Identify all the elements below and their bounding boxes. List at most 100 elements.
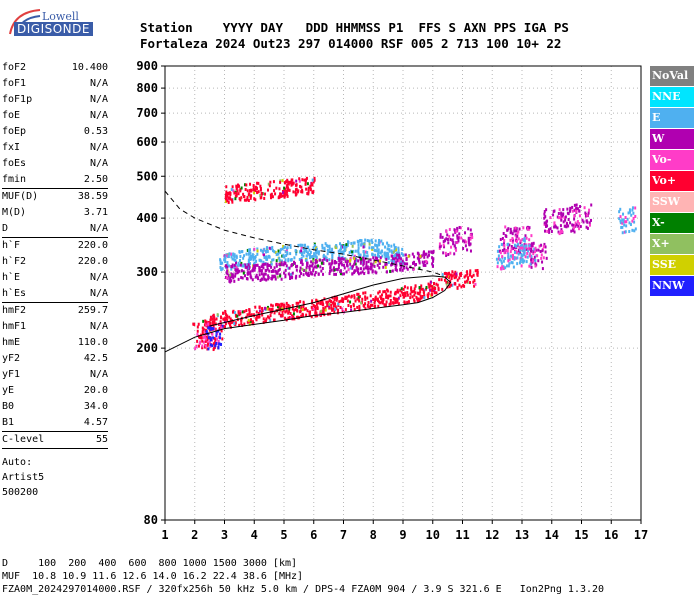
echo-point xyxy=(294,276,297,280)
echo-point xyxy=(315,251,318,255)
echo-point xyxy=(518,227,521,231)
x-tick-label: 11 xyxy=(455,528,469,542)
echo-point xyxy=(346,264,349,268)
echo-point xyxy=(526,255,529,259)
echo-point xyxy=(210,338,213,342)
echo-point xyxy=(351,266,354,270)
echo-point xyxy=(326,302,329,306)
echo-point xyxy=(283,305,286,309)
echo-point xyxy=(339,242,342,246)
legend-item: SSE xyxy=(650,255,694,276)
echo-point xyxy=(271,274,274,278)
echo-point xyxy=(417,252,420,256)
echo-point xyxy=(544,245,547,249)
echo-point xyxy=(299,309,302,313)
echo-point xyxy=(246,197,249,201)
echo-point xyxy=(621,225,624,229)
echo-point xyxy=(314,254,317,258)
echo-point xyxy=(265,278,268,282)
echo-point xyxy=(467,276,470,280)
echo-point xyxy=(445,282,448,286)
echo-point xyxy=(241,310,244,314)
echo-point xyxy=(341,298,344,302)
echo-point xyxy=(523,251,526,255)
echo-point xyxy=(453,244,456,248)
echo-point xyxy=(543,210,546,214)
echo-point xyxy=(558,232,561,236)
echo-point xyxy=(390,250,393,254)
echo-point xyxy=(371,303,374,307)
echo-point xyxy=(504,234,507,238)
parameter-list: foF2 10.400 foF1 N/A foF1p N/A foE N/A foEp 0.53 f… xyxy=(2,60,108,449)
echo-point xyxy=(564,218,567,222)
parameter-value: 0.53 xyxy=(83,126,108,137)
echo-point xyxy=(511,238,514,242)
parameter-value: N/A xyxy=(89,142,108,153)
echo-point xyxy=(300,245,303,249)
echo-point xyxy=(409,292,412,296)
echo-point xyxy=(282,303,285,307)
echo-point xyxy=(247,261,250,265)
echo-point xyxy=(296,308,299,312)
echo-point xyxy=(302,302,305,306)
echo-point xyxy=(619,219,622,223)
echo-point xyxy=(249,318,252,322)
parameter-name: fmin xyxy=(2,174,27,185)
echo-point xyxy=(307,271,310,275)
parameter-name: yF2 xyxy=(2,353,21,364)
x-tick-label: 3 xyxy=(221,528,228,542)
echo-point xyxy=(419,294,422,298)
echo-point xyxy=(331,296,334,300)
echo-point xyxy=(203,323,206,327)
echo-point xyxy=(419,290,422,294)
echo-point xyxy=(260,191,263,195)
echo-point xyxy=(297,243,300,247)
echo-point xyxy=(500,243,503,247)
echo-point xyxy=(366,254,369,258)
echo-point xyxy=(385,257,388,261)
echo-point xyxy=(269,263,272,267)
echo-point xyxy=(573,208,576,212)
echo-point xyxy=(231,273,234,277)
echo-point xyxy=(337,256,340,260)
echo-point xyxy=(394,301,397,305)
echo-point xyxy=(382,290,385,294)
echo-point xyxy=(416,256,419,260)
echo-point xyxy=(474,269,477,273)
echo-point xyxy=(400,260,403,264)
parameter-name: h`F2 xyxy=(2,256,27,267)
echo-point xyxy=(345,296,348,300)
echo-point xyxy=(295,179,298,183)
echo-point xyxy=(351,272,354,276)
echo-point xyxy=(430,292,433,296)
parameter-value: 110.0 xyxy=(77,337,108,348)
echo-point xyxy=(369,305,372,309)
echo-point xyxy=(371,247,374,251)
echo-point xyxy=(283,246,286,250)
echo-point xyxy=(257,190,260,194)
echo-point xyxy=(586,226,589,230)
echo-point xyxy=(443,239,446,243)
echo-point xyxy=(219,265,222,269)
echo-point xyxy=(313,252,316,256)
parameter-row: hmF1 N/A xyxy=(2,319,108,335)
echo-point xyxy=(502,267,505,271)
echo-point xyxy=(231,320,234,324)
echo-point xyxy=(306,309,309,313)
echo-point xyxy=(409,296,412,300)
echo-point xyxy=(257,311,260,315)
echo-point xyxy=(400,290,403,294)
echo-point xyxy=(233,279,236,283)
echo-point xyxy=(445,280,448,284)
echo-point xyxy=(392,254,395,258)
echo-point xyxy=(345,245,348,249)
legend-item: Vo+ xyxy=(650,171,694,192)
echo-point xyxy=(472,280,475,284)
echo-point xyxy=(215,334,218,338)
echo-point xyxy=(236,264,239,268)
echo-point xyxy=(239,254,242,258)
echo-point xyxy=(460,285,463,289)
echo-point xyxy=(357,267,360,271)
x-tick-label: 17 xyxy=(634,528,648,542)
echo-point xyxy=(231,200,234,204)
